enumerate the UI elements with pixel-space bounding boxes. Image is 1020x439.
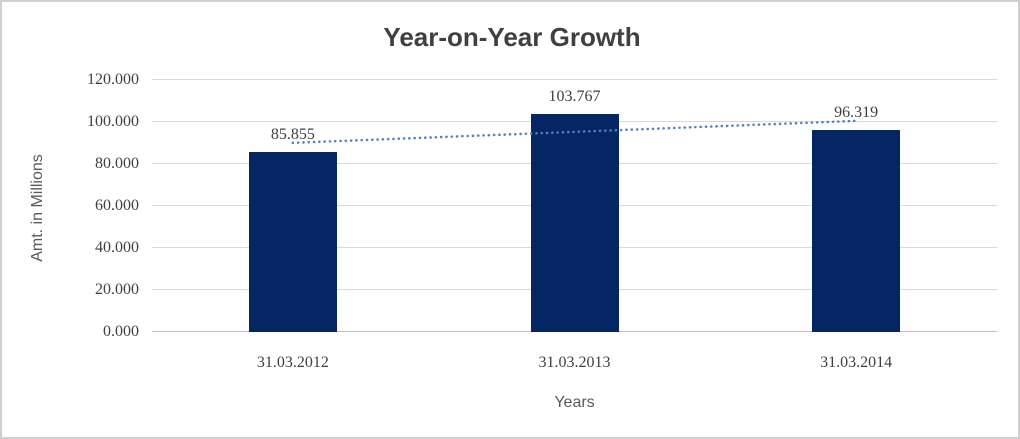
y-tick-label: 60.000 [95, 197, 139, 214]
x-axis-title: Years [554, 394, 595, 411]
bar [530, 114, 619, 332]
y-tick-label: 80.000 [95, 155, 139, 172]
y-tick-label: 40.000 [95, 239, 139, 256]
bar [248, 151, 337, 332]
x-tick-label: 31.03.2012 [256, 354, 329, 371]
chart-title: Year-on-Year Growth [383, 22, 641, 52]
x-tick-label: 31.03.2014 [820, 354, 893, 371]
x-tick-label: 31.03.2013 [538, 354, 611, 371]
bar-value-label: 96.319 [834, 103, 879, 121]
y-tick-label: 100.000 [87, 113, 139, 130]
plot-area [152, 79, 997, 332]
gridline [152, 79, 997, 80]
y-tick-label: 0.000 [103, 323, 139, 340]
y-tick-label: 120.000 [87, 71, 139, 88]
bar [812, 129, 901, 332]
y-tick-label: 20.000 [95, 281, 139, 298]
bar-value-label: 103.767 [548, 88, 601, 106]
bar-value-label: 85.855 [270, 125, 315, 143]
